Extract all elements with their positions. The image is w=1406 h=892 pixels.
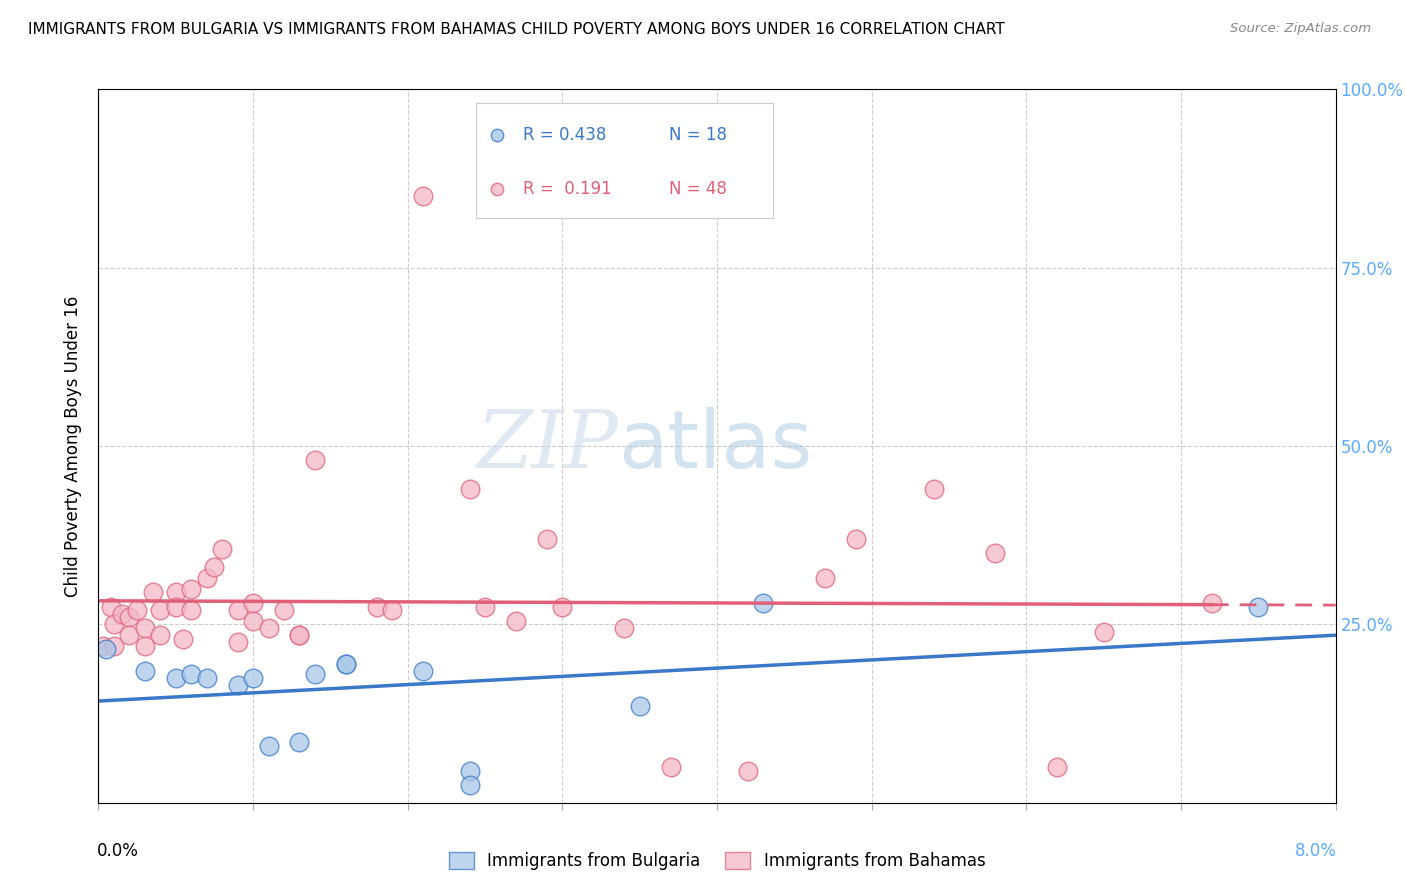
Point <box>458 778 481 792</box>
Point <box>288 628 311 642</box>
Point <box>257 739 280 753</box>
Point <box>1046 760 1069 774</box>
Point <box>381 603 404 617</box>
Point <box>257 621 280 635</box>
Point <box>111 607 134 621</box>
Point <box>335 657 357 671</box>
Point <box>96 642 118 657</box>
Point <box>288 735 311 749</box>
Point <box>335 657 357 671</box>
Point <box>172 632 194 646</box>
Point <box>1247 599 1270 614</box>
Point <box>366 599 388 614</box>
Point <box>204 560 226 574</box>
Point <box>613 621 636 635</box>
Point <box>180 582 202 596</box>
Point <box>211 542 233 557</box>
Point <box>103 617 125 632</box>
Point <box>165 671 187 685</box>
Point <box>304 453 326 467</box>
Point <box>195 571 218 585</box>
Point <box>458 482 481 496</box>
Point <box>737 764 759 778</box>
Point <box>984 546 1007 560</box>
Point <box>100 599 122 614</box>
Point <box>134 664 156 678</box>
Point <box>814 571 837 585</box>
Point <box>505 614 527 628</box>
Point <box>1092 624 1115 639</box>
Point <box>412 189 434 203</box>
Point <box>536 532 558 546</box>
Text: atlas: atlas <box>619 407 813 485</box>
Point <box>180 603 202 617</box>
Text: ZIP: ZIP <box>477 408 619 484</box>
Text: 0.0%: 0.0% <box>97 842 139 860</box>
Point <box>149 603 172 617</box>
Point <box>659 760 682 774</box>
Point <box>103 639 125 653</box>
Point <box>165 599 187 614</box>
Point <box>149 628 172 642</box>
Point <box>118 628 141 642</box>
Point <box>752 596 775 610</box>
Point <box>474 599 496 614</box>
Point <box>242 596 264 610</box>
Point <box>165 585 187 599</box>
Text: Source: ZipAtlas.com: Source: ZipAtlas.com <box>1230 22 1371 36</box>
Point <box>91 639 114 653</box>
Text: 8.0%: 8.0% <box>1295 842 1337 860</box>
Point <box>304 667 326 681</box>
Point <box>551 599 574 614</box>
Point <box>134 621 156 635</box>
Point <box>118 610 141 624</box>
Point <box>195 671 218 685</box>
Point <box>127 603 149 617</box>
Point <box>273 603 295 617</box>
Point <box>412 664 434 678</box>
Text: IMMIGRANTS FROM BULGARIA VS IMMIGRANTS FROM BAHAMAS CHILD POVERTY AMONG BOYS UND: IMMIGRANTS FROM BULGARIA VS IMMIGRANTS F… <box>28 22 1005 37</box>
Point <box>922 482 945 496</box>
Point <box>845 532 868 546</box>
Point <box>458 764 481 778</box>
Point <box>242 671 264 685</box>
Point <box>226 678 249 692</box>
Point <box>288 628 311 642</box>
Point <box>180 667 202 681</box>
Point <box>1201 596 1223 610</box>
Point <box>134 639 156 653</box>
Point <box>142 585 165 599</box>
Y-axis label: Child Poverty Among Boys Under 16: Child Poverty Among Boys Under 16 <box>65 295 83 597</box>
Legend: Immigrants from Bulgaria, Immigrants from Bahamas: Immigrants from Bulgaria, Immigrants fro… <box>441 845 993 877</box>
Point <box>226 603 249 617</box>
Point <box>226 635 249 649</box>
Point <box>628 699 651 714</box>
Point <box>242 614 264 628</box>
